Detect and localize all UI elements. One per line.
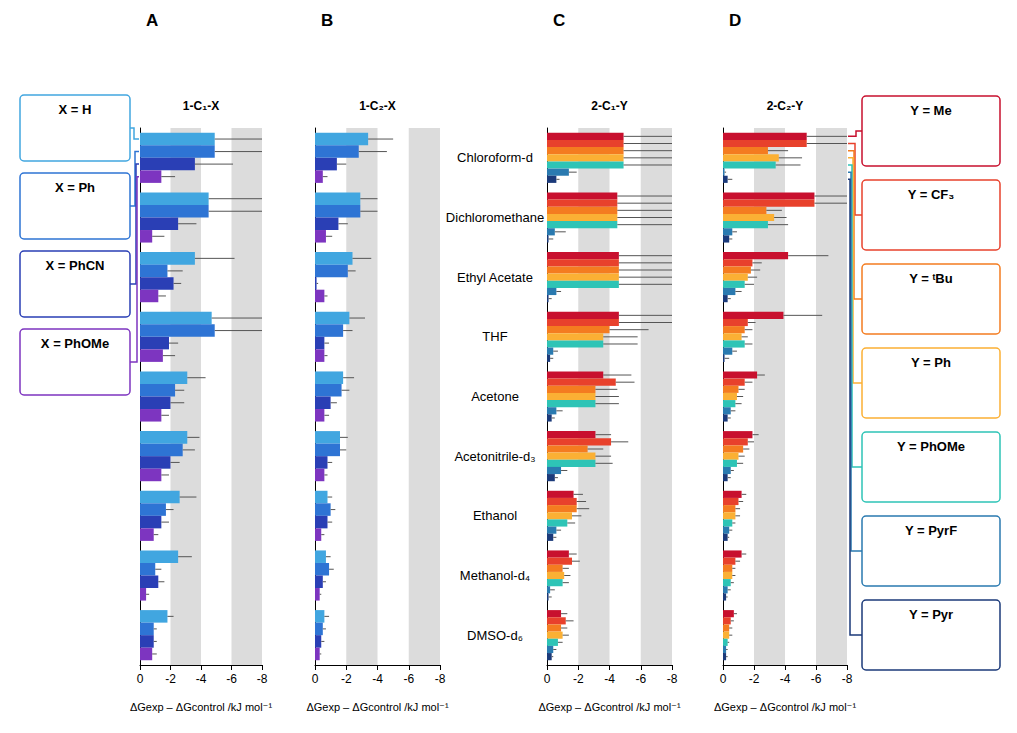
svg-text:2-C₁-Y: 2-C₁-Y bbox=[591, 99, 627, 113]
svg-text:-4: -4 bbox=[372, 672, 383, 686]
svg-text:2-C₂-Y: 2-C₂-Y bbox=[767, 99, 804, 113]
svg-text:Y = Ph: Y = Ph bbox=[911, 355, 951, 370]
svg-text:-6: -6 bbox=[226, 672, 237, 686]
svg-text:-8: -8 bbox=[842, 672, 853, 686]
svg-text:Y = Me: Y = Me bbox=[910, 103, 951, 118]
svg-text:-2: -2 bbox=[341, 672, 352, 686]
svg-text:Ethanol: Ethanol bbox=[473, 508, 517, 523]
svg-text:Y = Pyr: Y = Pyr bbox=[909, 607, 953, 622]
svg-text:-8: -8 bbox=[435, 672, 446, 686]
svg-text:1-C₂-X: 1-C₂-X bbox=[359, 99, 396, 113]
svg-text:THF: THF bbox=[482, 329, 507, 344]
svg-text:-4: -4 bbox=[780, 672, 791, 686]
svg-text:Y = PhOMe: Y = PhOMe bbox=[897, 439, 965, 454]
svg-text:D: D bbox=[729, 11, 741, 30]
svg-text:0: 0 bbox=[137, 672, 144, 686]
svg-text:1-C₁-X: 1-C₁-X bbox=[183, 99, 219, 113]
svg-text:Y = PyrF: Y = PyrF bbox=[905, 523, 957, 538]
svg-text:0: 0 bbox=[720, 672, 727, 686]
svg-text:Chloroform-d: Chloroform-d bbox=[457, 150, 533, 165]
svg-text:ΔGexp – ΔGcontrol /kJ mol⁻¹: ΔGexp – ΔGcontrol /kJ mol⁻¹ bbox=[538, 701, 680, 713]
svg-text:-2: -2 bbox=[165, 672, 176, 686]
svg-text:ΔGexp – ΔGcontrol /kJ mol⁻¹: ΔGexp – ΔGcontrol /kJ mol⁻¹ bbox=[306, 701, 448, 713]
svg-text:Acetone: Acetone bbox=[471, 389, 519, 404]
svg-text:X = PhOMe: X = PhOMe bbox=[41, 336, 109, 351]
svg-text:X = PhCN: X = PhCN bbox=[46, 258, 105, 273]
svg-text:X = H: X = H bbox=[59, 102, 92, 117]
svg-text:ΔGexp – ΔGcontrol /kJ mol⁻¹: ΔGexp – ΔGcontrol /kJ mol⁻¹ bbox=[130, 701, 272, 713]
svg-text:-8: -8 bbox=[257, 672, 268, 686]
svg-text:-6: -6 bbox=[635, 672, 646, 686]
svg-text:DMSO-d₆: DMSO-d₆ bbox=[467, 628, 523, 643]
svg-text:Dichloromethane: Dichloromethane bbox=[446, 210, 544, 225]
svg-text:-8: -8 bbox=[667, 672, 678, 686]
svg-text:B: B bbox=[321, 11, 333, 30]
svg-text:-2: -2 bbox=[573, 672, 584, 686]
svg-text:Methanol-d₄: Methanol-d₄ bbox=[460, 568, 530, 583]
svg-text:0: 0 bbox=[312, 672, 319, 686]
svg-text:ΔGexp – ΔGcontrol /kJ mol⁻¹: ΔGexp – ΔGcontrol /kJ mol⁻¹ bbox=[714, 701, 856, 713]
svg-text:-6: -6 bbox=[403, 672, 414, 686]
svg-text:C: C bbox=[553, 11, 565, 30]
svg-text:A: A bbox=[146, 11, 158, 30]
svg-text:-6: -6 bbox=[811, 672, 822, 686]
svg-text:-2: -2 bbox=[749, 672, 760, 686]
svg-text:0: 0 bbox=[544, 672, 551, 686]
svg-text:Y = CF₃: Y = CF₃ bbox=[908, 187, 955, 202]
svg-text:X = Ph: X = Ph bbox=[55, 180, 95, 195]
svg-text:Y = ᵗBu: Y = ᵗBu bbox=[909, 271, 952, 286]
svg-text:Acetonitrile-d₃: Acetonitrile-d₃ bbox=[454, 449, 535, 464]
svg-text:-4: -4 bbox=[604, 672, 615, 686]
svg-text:-4: -4 bbox=[196, 672, 207, 686]
svg-text:Ethyl Acetate: Ethyl Acetate bbox=[457, 270, 533, 285]
